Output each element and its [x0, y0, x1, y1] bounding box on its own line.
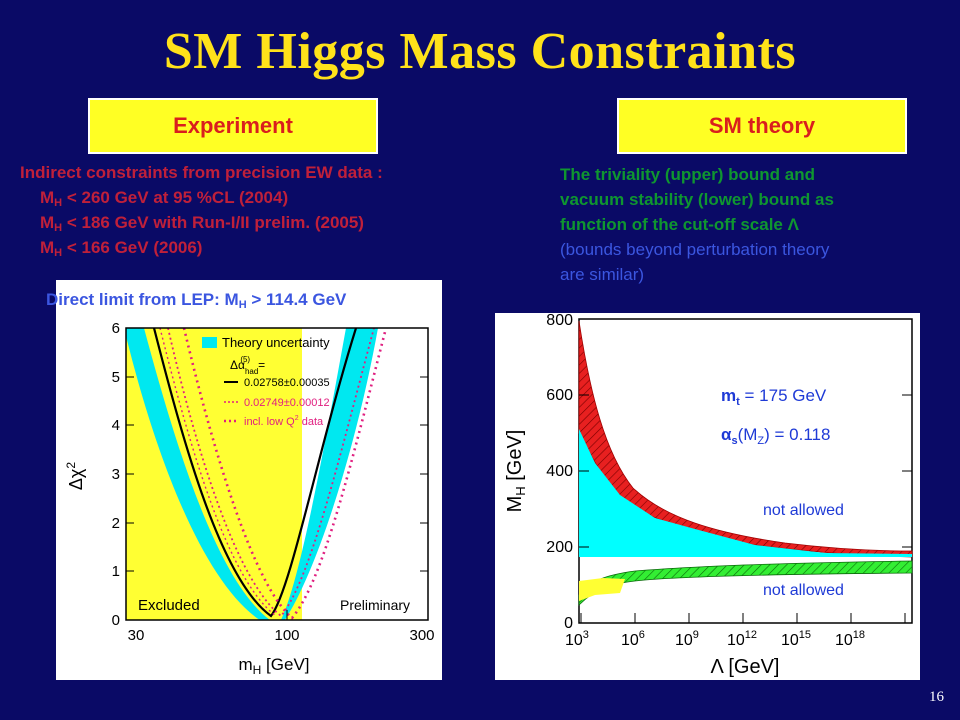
legend-line3: incl. low Q2 data: [244, 415, 324, 428]
left-x-tick-labels: 30 100 300: [128, 627, 435, 644]
left-y-axis-label: Δχ2: [64, 462, 86, 490]
right-y-axis-label: MH [GeV]: [504, 430, 528, 513]
indirect-line-2004: MH < 260 GeV at 95 %CL (2004): [40, 188, 289, 209]
left-legend: Theory uncertainty Δαhad(5) = 0.02758±0.0…: [202, 335, 330, 428]
indirect-constraints: Indirect constraints from precision EW d…: [20, 160, 383, 260]
theory-band: [126, 328, 378, 620]
rx-tick-1e15: 1015: [781, 629, 811, 649]
triviality-plot: 0 200 400 600 800 103 106 109 1012 1015 …: [504, 312, 913, 678]
blueband-plot-panel: 0 1 2 3 4 5 6 30 100 300 mH [GeV] Δχ2 Th…: [56, 280, 442, 680]
page-number: 16: [929, 689, 944, 705]
sm-theory-header: SM theory: [617, 98, 907, 154]
y-tick-4: 4: [112, 417, 120, 434]
y-tick-1: 1: [112, 563, 120, 580]
preliminary-label: Preliminary: [340, 597, 410, 613]
theory-blue-2: are similar): [560, 265, 645, 284]
x-tick-300: 300: [409, 627, 434, 644]
theory-text: The triviality (upper) bound and vacuum …: [560, 162, 834, 287]
left-y-ticks: [125, 327, 429, 621]
band-swatch: [202, 337, 217, 348]
left-x-axis-label: mH [GeV]: [238, 655, 309, 677]
y-tick-0: 0: [112, 612, 120, 629]
legend-line2: 0.02749±0.00012: [244, 397, 330, 409]
dotted-curve-outer: [182, 328, 388, 620]
excluded-label: Excluded: [138, 597, 200, 614]
right-x-tick-labels: 103 106 109 1012 1015 1018: [565, 629, 865, 649]
right-x-ticks: [580, 613, 906, 623]
ry-tick-200: 200: [546, 539, 573, 556]
direct-limit: Direct limit from LEP: MH > 114.4 GeV: [46, 290, 347, 311]
theory-green-1: The triviality (upper) bound and: [560, 165, 815, 184]
rx-tick-1e9: 109: [675, 629, 699, 649]
ry-tick-600: 600: [546, 387, 573, 404]
triviality-plot-panel: 0 200 400 600 800 103 106 109 1012 1015 …: [495, 312, 920, 680]
experiment-header: Experiment: [88, 98, 378, 154]
legend-alpha: Δαhad(5) =: [230, 355, 265, 376]
indirect-line-2005: MH < 186 GeV with Run-I/II prelim. (2005…: [40, 213, 364, 234]
mt-label: mt = 175 GeV: [721, 386, 827, 408]
indirect-line-2006: MH < 166 GeV (2006): [40, 238, 203, 259]
theory-green-2: vacuum stability (lower) bound as: [560, 190, 834, 209]
y-tick-2: 2: [112, 515, 120, 532]
theory-green-3: function of the cut-off scale Λ: [560, 215, 799, 234]
cyan-region: [579, 429, 912, 557]
ry-tick-800: 800: [546, 313, 573, 329]
vacuum-stability-band: [578, 560, 913, 606]
slide-title: SM Higgs Mass Constraints: [163, 23, 797, 80]
legend-band-label: Theory uncertainty: [222, 335, 330, 350]
yellow-region: [579, 578, 625, 601]
rx-tick-1e3: 103: [565, 629, 589, 649]
x-tick-30: 30: [128, 627, 145, 644]
rx-tick-1e18: 1018: [835, 629, 865, 649]
indirect-intro: Indirect constraints from precision EW d…: [20, 163, 383, 182]
left-y-tick-labels: 0 1 2 3 4 5 6: [112, 320, 120, 629]
legend-line1: 0.02758±0.00035: [244, 377, 330, 389]
ry-tick-400: 400: [546, 463, 573, 480]
blueband-plot: 0 1 2 3 4 5 6 30 100 300 mH [GeV] Δχ2 Th…: [64, 320, 435, 677]
rx-tick-1e12: 1012: [727, 629, 757, 649]
central-curve: [152, 328, 358, 618]
rx-tick-1e6: 106: [621, 629, 645, 649]
alpha-s-label: αs(MZ) = 0.118: [721, 425, 830, 447]
x-tick-100: 100: [274, 627, 299, 644]
y-tick-5: 5: [112, 369, 120, 386]
right-x-axis-label: Λ [GeV]: [711, 656, 780, 678]
not-allowed-lower: not allowed: [763, 582, 844, 599]
right-y-tick-labels: 0 200 400 600 800: [546, 312, 573, 632]
not-allowed-upper: not allowed: [763, 502, 844, 519]
theory-blue-1: (bounds beyond perturbation theory: [560, 240, 830, 259]
ry-tick-0: 0: [564, 615, 573, 632]
y-tick-6: 6: [112, 320, 120, 337]
y-tick-3: 3: [112, 466, 120, 483]
